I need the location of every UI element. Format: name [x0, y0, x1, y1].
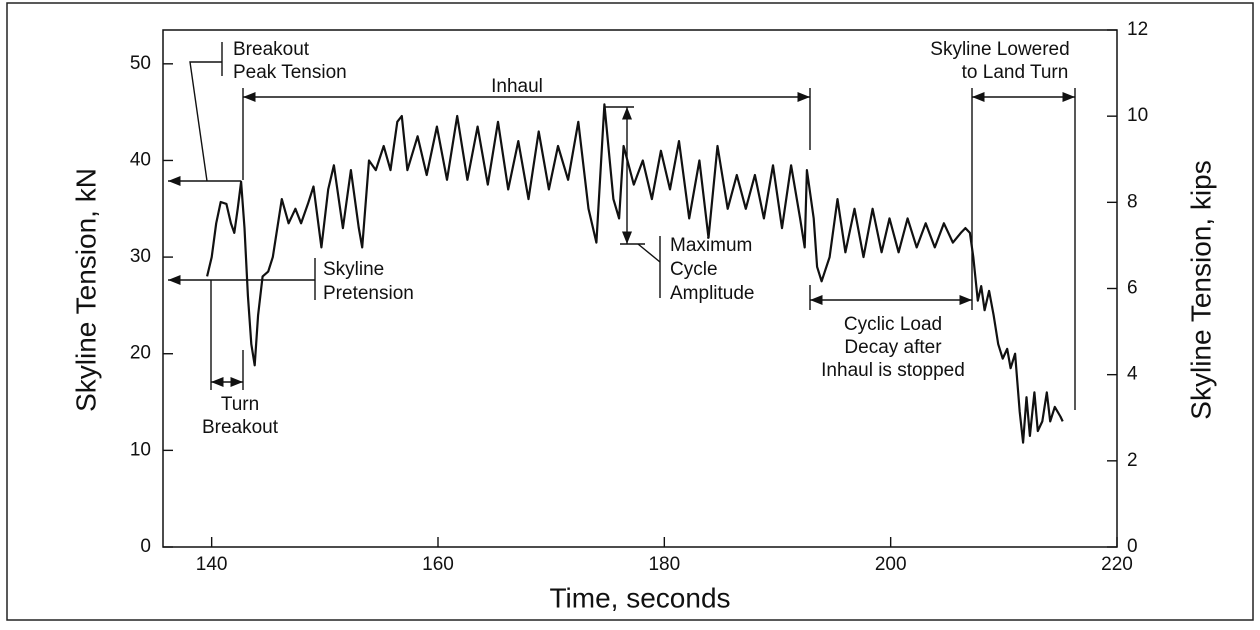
y2-tick-label: 0 [1127, 536, 1138, 557]
annotation: Decay after [844, 337, 942, 358]
frame [6, 2, 1254, 621]
y2-axis-title: Skyline Tension, kips [1185, 160, 1216, 419]
x-tick-label: 200 [875, 554, 907, 575]
y-tick-label: 10 [130, 439, 151, 460]
x-axis-title: Time, seconds [549, 582, 730, 613]
annotation: Cyclic Load [844, 314, 942, 335]
annotation: to Land Turn [962, 62, 1069, 83]
y2-tick-label: 6 [1127, 278, 1138, 299]
y2-tick-label: 12 [1127, 19, 1148, 40]
y2-tick-label: 10 [1127, 105, 1148, 126]
data-line [206, 103, 1064, 444]
x-tick-label: 160 [422, 554, 454, 575]
plot-area [162, 29, 1118, 548]
annotation: Turn [221, 394, 259, 415]
y-tick-label: 30 [130, 246, 151, 267]
x-tick-label: 220 [1101, 554, 1133, 575]
y2-tick-label: 2 [1127, 450, 1138, 471]
y2-tick-label: 8 [1127, 191, 1138, 212]
y-tick-label: 40 [130, 149, 151, 170]
annotation: Skyline Lowered [930, 39, 1069, 60]
annotation: Breakout [202, 417, 279, 438]
annotation: Skyline [323, 259, 384, 280]
y-tick-label: 0 [140, 536, 151, 557]
annotation: Peak Tension [233, 62, 347, 83]
x-tick-label: 180 [648, 554, 680, 575]
annotation: Amplitude [670, 283, 755, 304]
annotation: Inhaul is stopped [821, 360, 965, 381]
y-tick-label: 20 [130, 343, 151, 364]
y2-tick-label: 4 [1127, 364, 1138, 385]
y-tick-label: 50 [130, 53, 151, 74]
annotation: Inhaul [491, 76, 543, 97]
annotation: Maximum [670, 235, 752, 256]
annotations: Breakout Peak Tension Inhaul Maximum Cyc… [168, 39, 1076, 438]
x-tick-label: 140 [196, 554, 228, 575]
annotation: Pretension [323, 283, 414, 304]
annotation: Cycle [670, 259, 718, 280]
annotation: Breakout [233, 39, 310, 60]
y-axis-title: Skyline Tension, kN [70, 168, 101, 412]
